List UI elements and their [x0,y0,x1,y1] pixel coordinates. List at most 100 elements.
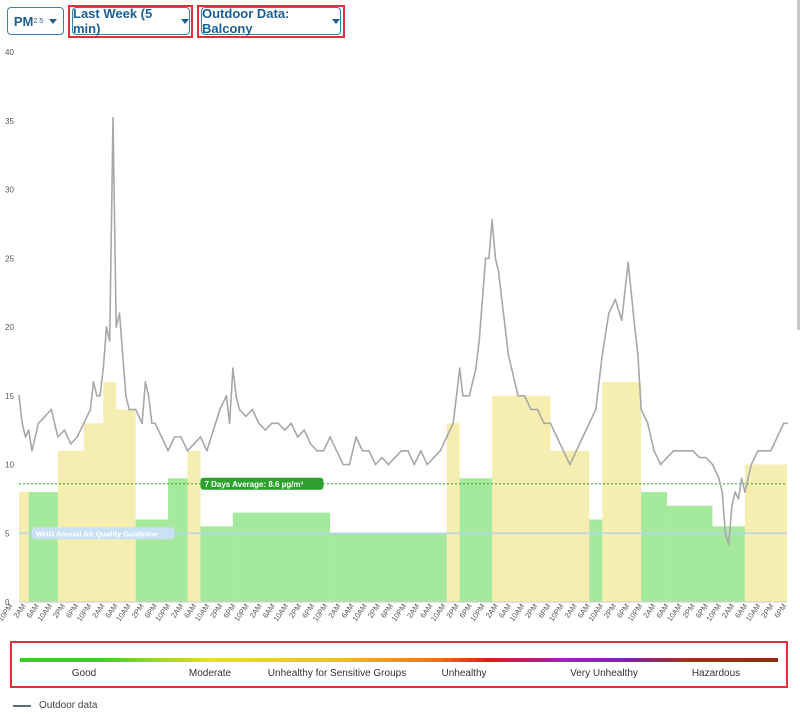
data-point [212,429,215,432]
data-point [144,381,147,383]
period-dropdown[interactable]: Last Week (5 min) [72,6,190,36]
data-point [361,449,364,452]
data-point [769,449,772,452]
data-point [112,117,114,119]
data-point [329,436,331,438]
x-tick-label: 2PM [130,602,146,620]
data-point [283,429,286,432]
data-point [627,261,630,264]
data-point [517,394,519,397]
pollutant-dropdown[interactable]: PM 2.5 [7,7,64,35]
data-point [277,422,280,425]
x-tick-label: 2AM [484,602,500,620]
data-point [458,367,461,370]
data-point [34,436,37,438]
data-point [76,436,79,438]
y-tick-label: 35 [5,117,14,126]
data-point [381,456,383,459]
aqi-label-very-unhealthy: Very Unhealthy [570,668,638,679]
source-dropdown[interactable]: Outdoor Data: Balcony [201,6,341,36]
data-point [355,436,357,438]
data-point [206,449,208,452]
data-point [562,449,565,452]
outdoor-data-line [18,117,787,546]
data-point [475,367,477,370]
data-point [18,394,20,397]
who-guideline-label: WHO Annual Air Quality Guideline [36,529,158,538]
aqi-label-moderate: Moderate [188,668,232,679]
data-point [491,218,494,221]
average-badge [200,477,324,490]
data-point [335,449,338,452]
aqi-band [103,382,117,602]
x-tick-label: 2PM [366,602,382,620]
aqi-band [589,519,603,602]
data-point [543,422,545,425]
data-point [549,422,552,425]
aqi-band [330,533,447,602]
period-highlight [68,5,193,38]
data-point [750,463,753,466]
data-point [180,436,182,438]
source-label: Outdoor Data: Balcony [202,6,290,36]
series-legend[interactable]: Outdoor data [13,700,97,711]
data-point [507,353,510,356]
aqi-band [667,505,713,602]
x-tick-label: 2AM [405,602,421,620]
line-swatch-icon [13,704,31,707]
data-point [494,257,497,260]
data-point [659,463,662,466]
pollutant-label: PM [13,13,34,29]
data-point [426,463,429,466]
data-point [763,449,766,452]
data-point [290,422,293,425]
x-tick-label: 2AM [563,602,579,620]
y-tick-label: 15 [5,392,14,401]
data-point [238,408,241,411]
data-point [244,415,247,418]
data-point [471,381,474,383]
data-point [734,491,737,493]
aqi-band [492,395,551,602]
data-point [92,381,95,383]
data-point [102,367,105,370]
pm25-chart: 051015202530354010PM2AM6AM10AM2PM6PM10PM… [0,48,789,623]
data-point [455,394,458,397]
aqi-band [232,512,331,602]
data-point [672,449,675,452]
data-point [679,449,681,452]
x-tick-label: 2PM [444,602,460,620]
data-point [653,449,656,452]
data-point [756,449,759,452]
data-point [406,449,409,452]
aqi-band [641,492,668,602]
aqi-label-unhealthy: Unhealthy [441,668,487,679]
data-point [186,449,189,452]
x-tick-label: 2AM [641,602,657,620]
data-point [387,463,390,466]
y-tick-label: 25 [5,254,14,263]
data-point [141,422,144,425]
data-point [173,436,176,438]
aqi-band [550,450,590,602]
data-point [193,442,195,445]
data-point [95,394,98,397]
data-point [432,456,435,459]
x-tick-label: 2PM [759,602,775,620]
data-point [786,422,788,425]
x-tick-label: 2PM [287,602,303,620]
data-point [125,394,127,397]
data-point [513,381,516,383]
x-tick-label: 2PM [681,602,697,620]
data-point [747,477,750,480]
data-point [219,408,221,411]
data-point [118,312,121,315]
data-point [743,491,746,493]
data-point [99,394,101,397]
aqi-band [459,478,493,602]
aqi-legend: Good Moderate Unhealthy for Sensitive Gr… [10,641,788,688]
data-point [478,339,481,342]
data-point [231,367,234,370]
data-point [228,422,231,425]
aqi-band [28,492,58,602]
